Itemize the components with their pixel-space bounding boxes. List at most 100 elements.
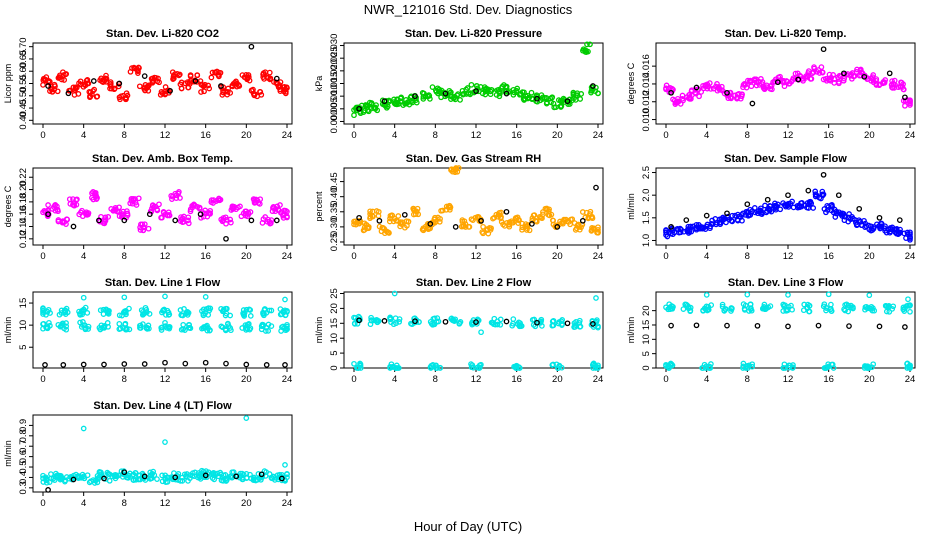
- x-tick-label: 20: [552, 251, 563, 262]
- data-point: [273, 75, 280, 82]
- data-point: [825, 204, 832, 210]
- plot-frame: [343, 291, 604, 369]
- data-point: [896, 217, 903, 223]
- data-point: [842, 307, 848, 314]
- data-point: [428, 320, 435, 327]
- y-tick-label: 0.4: [18, 471, 29, 484]
- x-tick-label: 4: [81, 374, 86, 385]
- data-point: [780, 200, 786, 206]
- data-point: [185, 324, 192, 331]
- data-point: [669, 231, 676, 238]
- data-point: [198, 81, 205, 88]
- x-tick-label: 20: [864, 374, 875, 385]
- data-point: [749, 361, 756, 368]
- data-point: [172, 474, 179, 481]
- panel-2: Stan. Dev. Li-820 Pressure 0 4 8 12 16 20 24 0.0…: [314, 28, 604, 141]
- series-3: [80, 293, 288, 303]
- data-point: [101, 475, 107, 482]
- data-point: [420, 225, 427, 232]
- data-point: [79, 311, 86, 318]
- data-point: [846, 323, 852, 329]
- data-point: [892, 82, 898, 88]
- data-point: [397, 95, 404, 102]
- data-point: [162, 359, 168, 366]
- y-tick-label: 0.030: [329, 34, 340, 58]
- data-point: [807, 198, 814, 205]
- data-point: [836, 79, 842, 85]
- data-point: [237, 203, 243, 210]
- x-tick-label: 4: [81, 498, 86, 509]
- x-tick-label: 20: [552, 130, 563, 141]
- y-tick-label: 15: [329, 318, 340, 329]
- data-point: [679, 95, 686, 102]
- y-tick-label: 0.12: [18, 230, 29, 249]
- data-point: [537, 318, 543, 325]
- data-point: [819, 188, 826, 195]
- data-point: [862, 304, 869, 310]
- data-point: [49, 88, 56, 95]
- data-point: [277, 202, 283, 208]
- data-point: [97, 307, 104, 314]
- data-point: [740, 301, 747, 307]
- data-point: [144, 84, 151, 90]
- data-point: [77, 78, 84, 85]
- data-point: [866, 292, 873, 299]
- data-point: [107, 81, 114, 87]
- data-point: [178, 326, 185, 333]
- data-point: [721, 216, 728, 222]
- data-point: [812, 191, 819, 198]
- data-point: [100, 306, 107, 313]
- x-tick-label: 20: [864, 251, 875, 262]
- data-point: [767, 83, 774, 90]
- data-point: [665, 85, 672, 92]
- data-point: [391, 215, 398, 222]
- y-tick-label: 0.25: [329, 233, 340, 252]
- data-point: [206, 307, 213, 314]
- data-point: [436, 218, 443, 225]
- data-point: [357, 362, 364, 369]
- data-point: [764, 196, 771, 203]
- data-point: [593, 184, 599, 191]
- data-point: [151, 74, 158, 81]
- series-2: [668, 46, 908, 107]
- data-point: [58, 310, 65, 316]
- data-point: [790, 75, 797, 82]
- data-point: [530, 212, 537, 219]
- data-point: [52, 83, 58, 90]
- x-tick-label: 8: [433, 374, 438, 385]
- data-point: [907, 229, 913, 236]
- y-tick-label: 1.5: [641, 211, 652, 224]
- y-tick-label: 0.30: [329, 218, 340, 237]
- data-point: [868, 364, 875, 371]
- data-point: [187, 72, 194, 78]
- data-point: [595, 224, 601, 231]
- data-point: [785, 323, 791, 330]
- data-point: [856, 205, 863, 212]
- data-point: [774, 79, 781, 86]
- data-point: [225, 321, 231, 328]
- data-point: [179, 312, 186, 319]
- data-point: [82, 304, 89, 311]
- data-point: [494, 321, 501, 328]
- data-point: [223, 305, 230, 312]
- data-point: [79, 474, 85, 481]
- data-point: [516, 364, 522, 370]
- series-4: [356, 317, 596, 327]
- data-point: [97, 77, 103, 84]
- data-point: [182, 327, 188, 333]
- data-point: [521, 97, 527, 103]
- data-point: [761, 301, 768, 308]
- data-point: [207, 211, 213, 217]
- data-point: [189, 472, 196, 479]
- data-point: [561, 99, 568, 105]
- data-point: [434, 315, 441, 321]
- data-point: [54, 203, 60, 210]
- data-point: [160, 308, 166, 314]
- data-point: [751, 205, 758, 211]
- data-point: [65, 90, 72, 97]
- data-point: [587, 208, 594, 215]
- x-tick-label: 4: [81, 251, 86, 262]
- data-point: [462, 221, 469, 227]
- x-tick-label: 24: [593, 130, 604, 141]
